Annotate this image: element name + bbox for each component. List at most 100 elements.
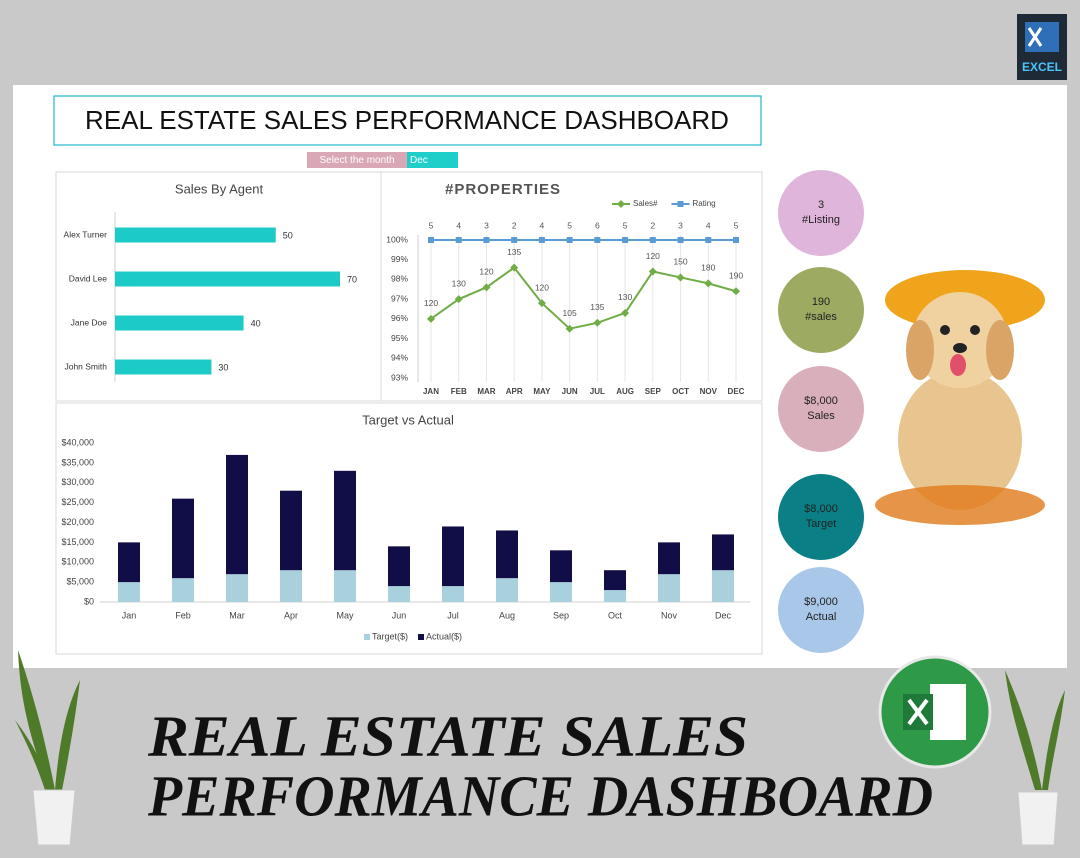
y-tick-label: 99% xyxy=(391,254,408,264)
x-tick-label: Jul xyxy=(447,610,459,620)
x-tick-label: Feb xyxy=(175,610,191,620)
marker xyxy=(677,237,684,243)
marker xyxy=(428,237,434,243)
month-select[interactable] xyxy=(407,152,458,168)
bar-segment xyxy=(712,570,734,602)
y-tick-label: $25,000 xyxy=(61,497,94,507)
dashboard-title: REAL ESTATE SALES PERFORMANCE DASHBOARD xyxy=(85,105,729,135)
marker xyxy=(482,283,491,292)
point-label: 6 xyxy=(595,220,600,230)
x-tick-label: MAR xyxy=(477,387,495,396)
excel-badge: EXCEL xyxy=(1017,14,1067,80)
bar-segment xyxy=(496,578,518,602)
y-tick-label: John Smith xyxy=(64,361,107,371)
point-label: 130 xyxy=(452,278,466,288)
data-label: 70 xyxy=(347,274,357,284)
marker xyxy=(511,237,518,243)
plant-left xyxy=(15,650,80,846)
x-tick-label: DEC xyxy=(728,387,745,396)
point-label: 120 xyxy=(479,267,493,277)
legend-swatch xyxy=(364,634,370,640)
bar xyxy=(115,359,212,375)
y-tick-label: $10,000 xyxy=(61,557,94,567)
y-tick-label: $35,000 xyxy=(61,457,94,467)
chart-title: Target vs Actual xyxy=(362,412,454,427)
marker xyxy=(676,273,685,282)
bar-segment xyxy=(496,530,518,579)
legend-label: Actual($) xyxy=(426,631,462,641)
leaves xyxy=(15,650,80,790)
x-tick-label: Dec xyxy=(715,610,732,620)
bar-segment xyxy=(226,574,248,602)
marker xyxy=(565,324,574,333)
point-label: 120 xyxy=(424,298,438,308)
bar-segment xyxy=(334,470,356,571)
x-tick-label: Sep xyxy=(553,610,569,620)
kpi-label: Target xyxy=(806,518,837,530)
plant-right xyxy=(1005,670,1065,846)
x-tick-label: OCT xyxy=(672,387,689,396)
month-prompt-box xyxy=(307,152,407,168)
x-tick-label: Nov xyxy=(661,610,678,620)
point-label: 2 xyxy=(650,220,655,230)
y-tick-label: 97% xyxy=(391,293,408,303)
point-label: 4 xyxy=(456,220,461,230)
kpi-label: #Listing xyxy=(802,214,840,226)
y-tick-label: 93% xyxy=(391,372,408,382)
point-label: 5 xyxy=(623,220,628,230)
bar-segment xyxy=(226,454,248,575)
month-prompt: Select the month xyxy=(319,155,394,166)
point-label: 4 xyxy=(706,220,711,230)
badge-x xyxy=(1027,27,1043,47)
kpi-value: $8,000 xyxy=(804,503,838,515)
kpi-circle xyxy=(778,474,864,560)
kpi-circle xyxy=(778,567,864,653)
pot xyxy=(32,789,76,846)
x-tick-label: JAN xyxy=(423,387,439,396)
badge-label: EXCEL xyxy=(1022,60,1062,74)
point-label: 3 xyxy=(484,220,489,230)
x-tick-label: Mar xyxy=(229,610,245,620)
point-label: 3 xyxy=(678,220,683,230)
y-tick-label: 94% xyxy=(391,353,408,363)
kpi-circle xyxy=(778,170,864,256)
bar-segment xyxy=(172,578,194,602)
marker xyxy=(648,267,657,276)
data-label: 50 xyxy=(283,230,293,240)
point-label: 130 xyxy=(618,292,632,302)
marker xyxy=(649,237,656,243)
marker xyxy=(704,279,713,288)
bar xyxy=(115,315,244,331)
marker xyxy=(705,237,712,243)
bar-segment xyxy=(118,582,140,602)
point-label: 150 xyxy=(673,257,687,267)
marker xyxy=(617,200,625,208)
x-tick-label: Jun xyxy=(392,610,407,620)
data-label: 40 xyxy=(251,318,261,328)
x-tick-label: Apr xyxy=(284,610,298,620)
x-tick-label: Jan xyxy=(122,610,137,620)
dog-eye xyxy=(970,325,980,335)
bar-segment xyxy=(442,586,464,602)
marker xyxy=(593,318,602,327)
y-tick-label: $0 xyxy=(84,596,94,606)
dog-eye xyxy=(940,325,950,335)
y-tick-label: 96% xyxy=(391,313,408,323)
y-tick-label: $5,000 xyxy=(66,577,94,587)
dog-nose xyxy=(953,343,967,353)
series-line xyxy=(430,266,737,330)
pot xyxy=(1017,791,1059,846)
bar-segment xyxy=(118,542,140,583)
x-tick-label: AUG xyxy=(616,387,634,396)
marker xyxy=(566,237,573,243)
marker xyxy=(455,237,462,243)
marker xyxy=(732,287,740,296)
badge-doc xyxy=(1025,22,1059,52)
chart-title: Sales By Agent xyxy=(175,181,264,196)
marker xyxy=(677,201,684,207)
point-label: 190 xyxy=(729,271,743,281)
y-tick-label: David Lee xyxy=(69,273,108,283)
bar-segment xyxy=(604,590,626,602)
x-tick-label: NOV xyxy=(700,387,718,396)
